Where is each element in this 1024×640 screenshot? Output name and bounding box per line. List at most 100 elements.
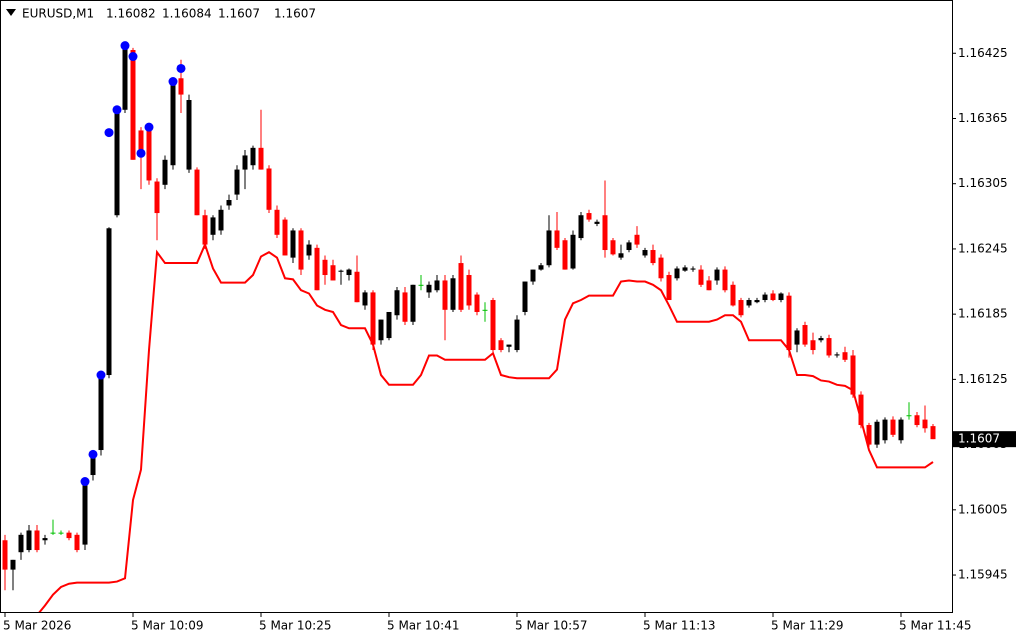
- candle-body: [170, 81, 176, 166]
- candle-body: [594, 221, 600, 224]
- candle-body: [722, 269, 728, 291]
- candle-body: [650, 250, 656, 264]
- candle-body: [514, 319, 520, 351]
- candle-body: [34, 530, 40, 551]
- candle-body: [186, 100, 192, 170]
- candle-body: [434, 280, 440, 291]
- candle-body: [450, 278, 456, 310]
- chart-title: EURUSD,M1: [22, 7, 94, 21]
- candle-body: [562, 240, 568, 270]
- marker-dot: [168, 77, 178, 87]
- marker-dot: [176, 63, 186, 73]
- candle-body: [226, 200, 232, 206]
- x-tick-label: 5 Mar 10:25: [259, 619, 332, 633]
- candle-body: [122, 47, 128, 110]
- x-tick-label: 5 Mar 11:29: [771, 619, 844, 633]
- header-close: 1.1607: [274, 7, 316, 21]
- candle-body: [610, 240, 616, 255]
- menu-arrow[interactable]: [6, 9, 16, 16]
- candle-body: [10, 559, 16, 570]
- candle-body: [474, 294, 480, 312]
- candle-body: [458, 263, 464, 310]
- candle-body: [314, 247, 320, 291]
- candle-body: [138, 130, 144, 157]
- candle-body: [442, 280, 448, 310]
- candle-body: [266, 168, 272, 210]
- candle-body: [466, 275, 472, 306]
- candle-body: [842, 352, 848, 360]
- candle-body: [42, 538, 48, 541]
- candle-body: [746, 300, 752, 306]
- current-price-box: [953, 431, 1016, 448]
- candle-body: [634, 234, 640, 245]
- candle-body: [26, 530, 32, 551]
- candle-body: [394, 290, 400, 316]
- candle-body: [530, 269, 536, 282]
- candle-body: [258, 147, 264, 170]
- candle-body: [370, 292, 376, 345]
- y-tick-label: 1.16125: [958, 372, 1008, 386]
- header-low: 1.1607: [218, 7, 260, 21]
- candle-body: [490, 300, 496, 351]
- candle-body: [586, 213, 592, 220]
- y-tick-label: 1.16185: [958, 307, 1008, 321]
- candle-body: [922, 419, 928, 429]
- candle-body: [194, 169, 200, 216]
- candle-body: [522, 281, 528, 312]
- candle-body: [162, 159, 168, 185]
- candle-body: [346, 269, 352, 276]
- candle-body: [786, 295, 792, 351]
- candle-body: [274, 209, 280, 235]
- candle-body: [2, 540, 8, 570]
- marker-dot: [128, 52, 138, 62]
- candle-body: [386, 311, 392, 339]
- x-tick-label: 5 Mar 10:57: [515, 619, 588, 633]
- candle-body: [338, 270, 344, 272]
- candle-body: [794, 330, 800, 345]
- candle-body: [810, 340, 816, 351]
- y-tick-label: 1.16425: [958, 46, 1008, 60]
- candle-body: [66, 532, 72, 539]
- candle-body: [682, 267, 688, 271]
- candle-body: [834, 354, 840, 356]
- y-tick-label: 1.15945: [958, 568, 1008, 582]
- candle-body: [74, 534, 80, 551]
- candle-body: [114, 109, 120, 216]
- marker-dot: [112, 105, 122, 115]
- plot-frame: [0, 0, 953, 613]
- x-tick-label: 5 Mar 2026: [3, 619, 71, 633]
- candle-body: [874, 421, 880, 445]
- stop-line: [38, 241, 934, 612]
- candle-body: [178, 78, 184, 95]
- x-tick-label: 5 Mar 11:45: [899, 619, 972, 633]
- candle-body: [602, 215, 608, 251]
- candle-body: [818, 338, 824, 341]
- candle-body: [82, 481, 88, 545]
- candle-body: [690, 268, 696, 270]
- candle-body: [826, 338, 832, 356]
- candle-body: [298, 230, 304, 270]
- candle-body: [618, 253, 624, 258]
- x-tick-label: 5 Mar 10:09: [131, 619, 204, 633]
- candle-body: [770, 293, 776, 301]
- marker-dot: [136, 148, 146, 158]
- candle-body: [498, 340, 504, 351]
- header-high: 1.16084: [162, 7, 212, 21]
- candle-body: [858, 394, 864, 426]
- marker-dot: [96, 370, 106, 380]
- candle-body: [730, 284, 736, 306]
- candle-body: [250, 147, 256, 166]
- candle-body: [626, 242, 632, 251]
- candle-body: [58, 532, 64, 534]
- candle-body: [378, 319, 384, 341]
- candle-body: [666, 275, 672, 301]
- candle-body: [362, 292, 368, 306]
- candle-body: [354, 271, 360, 303]
- candle-body: [738, 300, 744, 316]
- candle-body: [538, 265, 544, 270]
- candle-body: [658, 257, 664, 279]
- candle-body: [642, 250, 648, 256]
- candle-body: [418, 284, 424, 286]
